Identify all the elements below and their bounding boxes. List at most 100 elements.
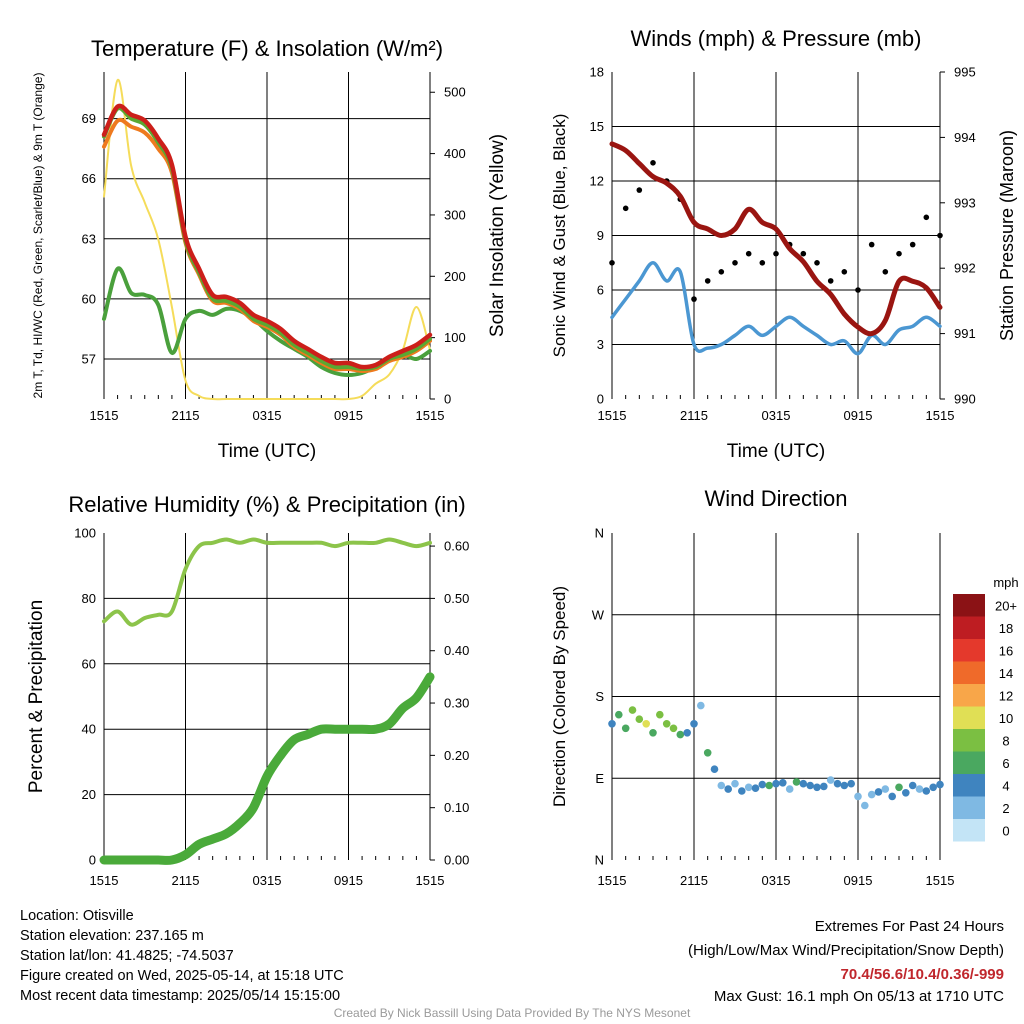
gust-point xyxy=(800,250,807,257)
y-tick-label: 12 xyxy=(590,174,604,189)
y-tick-label: 60 xyxy=(82,291,96,306)
y2-tick-label: 0.40 xyxy=(444,643,469,658)
y2-tick-label: 500 xyxy=(444,85,466,100)
legend-swatch xyxy=(953,774,985,797)
legend-swatch xyxy=(953,751,985,774)
direction-point xyxy=(703,749,712,757)
legend-swatch xyxy=(953,616,985,639)
legend-label: 0 xyxy=(1002,823,1009,838)
x-tick-label: 1515 xyxy=(416,408,445,423)
legend-title: mph xyxy=(993,575,1018,590)
y2-tick-label: 0.50 xyxy=(444,591,469,606)
y-axis-label: Direction (Colored By Speed) xyxy=(550,586,569,807)
chart-title: Winds (mph) & Pressure (mb) xyxy=(631,26,922,51)
recent-timestamp: Most recent data timestamp: 2025/05/14 1… xyxy=(20,988,341,1004)
direction-point xyxy=(895,783,903,792)
legend-swatch xyxy=(953,594,985,617)
legend-label: 12 xyxy=(999,688,1013,703)
x-tick-label: 1515 xyxy=(416,873,445,888)
direction-point xyxy=(772,779,780,788)
gust-point xyxy=(923,214,930,221)
y-tick-label: 100 xyxy=(74,526,96,541)
legend-label: 4 xyxy=(1002,778,1009,793)
series-temp-line xyxy=(101,103,433,370)
y-tick-label: 20 xyxy=(82,787,96,802)
y2-axis-label: Station Pressure (Maroon) xyxy=(997,130,1017,341)
direction-point xyxy=(608,720,616,728)
y-tick-label: 6 xyxy=(597,283,604,298)
chart-title: Relative Humidity (%) & Precipitation (i… xyxy=(68,492,465,517)
direction-point xyxy=(738,787,746,795)
direction-point xyxy=(669,724,678,733)
x-tick-label: 2115 xyxy=(680,873,708,888)
x-tick-label: 0315 xyxy=(762,873,791,888)
legend-label: 2 xyxy=(1002,801,1009,816)
gust-point xyxy=(759,260,766,266)
chart-title: Temperature (F) & Insolation (W/m²) xyxy=(91,36,443,61)
x-tick-label: 1515 xyxy=(926,408,955,423)
direction-point xyxy=(615,710,623,719)
series-wind-line xyxy=(610,261,942,356)
x-tick-label: 1515 xyxy=(926,873,955,888)
direction-point xyxy=(697,701,705,710)
y-tick-label: 60 xyxy=(82,656,96,671)
legend-label: 16 xyxy=(999,643,1013,658)
legend-swatch xyxy=(953,796,985,819)
x-tick-label: 1515 xyxy=(90,873,119,888)
y2-tick-label: 991 xyxy=(954,326,976,341)
y2-tick-label: 994 xyxy=(954,130,976,145)
gust-point xyxy=(868,241,875,248)
direction-point xyxy=(922,787,931,795)
series-precip-line xyxy=(99,672,435,865)
y-tick-label: 15 xyxy=(590,119,604,134)
direction-point xyxy=(874,788,883,796)
series-pressure-line xyxy=(609,141,943,337)
direction-point xyxy=(765,781,773,790)
direction-point xyxy=(820,782,828,791)
gust-point xyxy=(636,187,643,193)
gust-point xyxy=(622,205,629,212)
direction-point xyxy=(621,724,630,733)
direction-point xyxy=(936,780,944,789)
y-tick-label: 80 xyxy=(82,591,96,606)
direction-point xyxy=(799,779,808,788)
y-tick-label: 18 xyxy=(590,65,604,80)
direction-point xyxy=(628,706,637,714)
max-gust: Max Gust: 16.1 mph On 05/13 at 1710 UTC xyxy=(713,988,1004,1005)
direction-point xyxy=(813,783,821,792)
y2-tick-label: 0.20 xyxy=(444,748,469,763)
x-tick-label: 0315 xyxy=(253,873,282,888)
y-axis-label: Sonic Wind & Gust (Blue, Black) xyxy=(550,114,569,358)
extremes-values: 70.4/56.6/10.4/0.36/-999 xyxy=(840,966,1004,983)
panel-1: 1515 2115 0315 0915 1515 57 60 63 66 69 0 100 200 300… xyxy=(31,36,508,462)
panel-3: 1515 2115 0315 0915 1515 0 20 40 60 80 100 0.00 0.10… xyxy=(26,492,469,888)
speed-legend: mph 20+ 18 16 14 12 10 8 6 4 2 0 xyxy=(953,575,1019,842)
direction-point xyxy=(731,779,739,788)
gust-point xyxy=(718,269,725,275)
panel-2: 1515 2115 0315 0915 151503691215189909919929… xyxy=(550,26,1017,462)
y2-tick-label: 992 xyxy=(954,261,976,276)
direction-point xyxy=(854,792,862,801)
direction-point xyxy=(690,720,698,728)
x-tick-label: 0915 xyxy=(334,408,363,423)
y2-tick-label: 993 xyxy=(954,195,976,210)
x-tick-label: 0315 xyxy=(762,408,791,423)
direction-point xyxy=(717,781,726,790)
gust-point xyxy=(882,269,889,275)
direction-point xyxy=(649,729,657,737)
direction-point xyxy=(744,783,753,792)
direction-point xyxy=(840,781,849,790)
gust-point xyxy=(732,260,738,266)
credit-line: Created By Nick Bassill Using Data Provi… xyxy=(333,1006,691,1020)
station-location: Location: Otisville xyxy=(20,908,134,924)
legend-label: 18 xyxy=(999,621,1013,636)
legend-label: 6 xyxy=(1002,756,1009,771)
station-latlon: Station lat/lon: 41.4825; -74.5037 xyxy=(20,948,234,964)
x-tick-label: 0915 xyxy=(334,873,363,888)
direction-point xyxy=(902,789,910,797)
y-tick-label: 69 xyxy=(82,111,96,126)
extremes-title: Extremes For Past 24 Hours xyxy=(814,918,1004,935)
series-solar-line xyxy=(103,78,431,401)
y-tick-label: 9 xyxy=(597,228,604,243)
legend-swatch xyxy=(953,661,985,684)
